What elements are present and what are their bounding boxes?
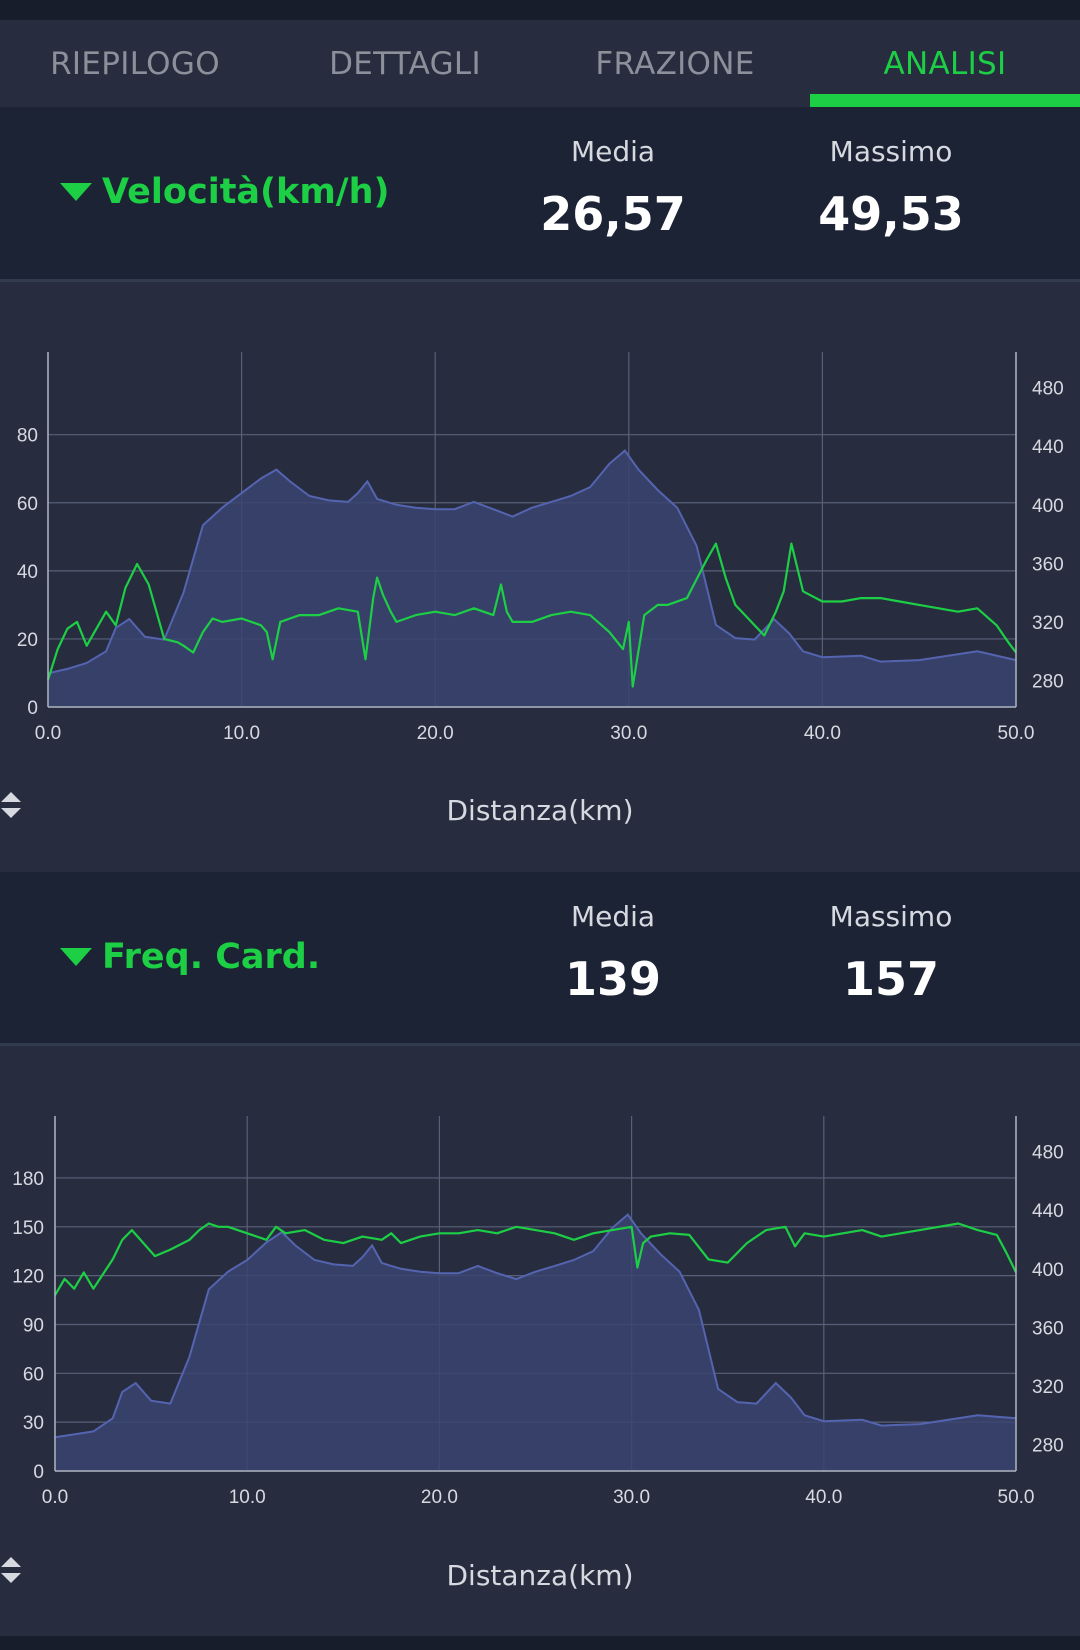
y-left-tick-label: 60 bbox=[17, 494, 38, 515]
y-right-tick-label: 360 bbox=[1032, 1318, 1064, 1339]
sort-arrows-icon bbox=[1, 1557, 21, 1583]
hr-title: Freq. Card. bbox=[102, 937, 321, 977]
speed-max-value: 49,53 bbox=[818, 187, 964, 241]
hr-stats-header: Freq. Card. Media 139 Massimo 157 bbox=[0, 872, 1080, 1042]
y-left-tick-label: 0 bbox=[33, 1462, 44, 1483]
speed-series-line bbox=[46, 542, 1017, 688]
x-tick-label: 20.0 bbox=[421, 1487, 458, 1508]
y-left-tick-label: 80 bbox=[17, 426, 38, 447]
speed-chart: 0.0 10.0 20.0 30.0 40.0 50.0 0 20 40 60 80 280 320 36… bbox=[17, 352, 1064, 744]
tab-analisi[interactable]: ANALISI bbox=[883, 45, 1007, 82]
hr-max-value: 157 bbox=[842, 952, 940, 1006]
speed-x-axis-label: Distanza(km) bbox=[446, 793, 634, 827]
x-tick-label: 10.0 bbox=[223, 723, 260, 744]
tab-frazione[interactable]: FRAZIONE bbox=[595, 45, 755, 82]
caret-down-icon bbox=[60, 948, 92, 966]
tab-riepilogo[interactable]: RIEPILOGO bbox=[50, 45, 220, 82]
x-tick-label: 40.0 bbox=[805, 1487, 842, 1508]
tab-bar: RIEPILOGO DETTAGLI FRAZIONE ANALISI bbox=[0, 20, 1080, 107]
divider bbox=[0, 1043, 1080, 1046]
x-tick-label: 0.0 bbox=[42, 1487, 68, 1508]
speed-chart-panel: 0.0 10.0 20.0 30.0 40.0 50.0 0 20 40 60 80 280 320 36… bbox=[0, 282, 1080, 872]
active-tab-indicator bbox=[810, 94, 1080, 107]
hr-x-axis-label: Distanza(km) bbox=[446, 1558, 634, 1592]
y-left-tick-label: 150 bbox=[12, 1218, 44, 1239]
y-right-tick-label: 320 bbox=[1032, 1377, 1064, 1398]
y-left-tick-label: 40 bbox=[17, 562, 38, 583]
hr-max-label: Massimo bbox=[829, 900, 953, 933]
caret-down-icon bbox=[60, 183, 92, 201]
bottom-strip bbox=[0, 1636, 1080, 1650]
sort-arrows-icon bbox=[1, 792, 21, 818]
speed-avg-value: 26,57 bbox=[540, 187, 686, 241]
speed-x-axis-selector[interactable]: Distanza(km) bbox=[0, 790, 1080, 830]
hr-avg-label: Media bbox=[570, 900, 656, 933]
y-left-tick-label: 90 bbox=[23, 1315, 44, 1336]
y-right-tick-label: 480 bbox=[1032, 1143, 1064, 1164]
x-tick-label: 50.0 bbox=[998, 1487, 1035, 1508]
hr-x-axis-selector[interactable]: Distanza(km) bbox=[0, 1555, 1080, 1595]
hr-section-toggle[interactable]: Freq. Card. bbox=[60, 932, 320, 982]
x-tick-label: 50.0 bbox=[998, 723, 1035, 744]
x-tick-label: 20.0 bbox=[417, 723, 454, 744]
hr-chart: 0.0 10.0 20.0 30.0 40.0 50.0 0 30 60 90 120 150 180 2… bbox=[12, 1116, 1064, 1508]
y-right-tick-label: 480 bbox=[1032, 379, 1064, 400]
x-tick-label: 40.0 bbox=[804, 723, 841, 744]
elevation-line bbox=[54, 1213, 1017, 1439]
y-right-tick-label: 400 bbox=[1032, 496, 1064, 517]
speed-stats-header: Velocità(km/h) Media 26,57 Massimo 49,53 bbox=[0, 107, 1080, 277]
hr-avg-value: 139 bbox=[564, 952, 662, 1006]
x-tick-label: 10.0 bbox=[229, 1487, 266, 1508]
y-left-tick-label: 20 bbox=[17, 630, 38, 651]
y-left-tick-label: 180 bbox=[12, 1169, 44, 1190]
status-strip bbox=[0, 0, 1080, 20]
y-right-tick-label: 440 bbox=[1032, 1201, 1064, 1222]
y-right-tick-label: 320 bbox=[1032, 613, 1064, 634]
y-left-tick-label: 0 bbox=[27, 698, 38, 719]
x-tick-label: 30.0 bbox=[610, 723, 647, 744]
speed-title: Velocità(km/h) bbox=[102, 172, 390, 212]
speed-avg-label: Media bbox=[570, 135, 656, 168]
elevation-area bbox=[48, 450, 1016, 707]
y-right-tick-label: 400 bbox=[1032, 1260, 1064, 1281]
x-tick-label: 0.0 bbox=[35, 723, 61, 744]
hr-series-line bbox=[54, 1222, 1017, 1296]
speed-section-toggle[interactable]: Velocità(km/h) bbox=[60, 167, 390, 217]
y-left-tick-label: 60 bbox=[23, 1364, 44, 1385]
x-tick-label: 30.0 bbox=[613, 1487, 650, 1508]
hr-chart-panel: 0.0 10.0 20.0 30.0 40.0 50.0 0 30 60 90 120 150 180 2… bbox=[0, 1046, 1080, 1636]
tab-dettagli[interactable]: DETTAGLI bbox=[329, 45, 481, 82]
elevation-line bbox=[47, 449, 1017, 675]
y-left-tick-label: 30 bbox=[23, 1413, 44, 1434]
y-left-tick-label: 120 bbox=[12, 1267, 44, 1288]
elevation-area bbox=[55, 1214, 1016, 1471]
speed-max-label: Massimo bbox=[829, 135, 953, 168]
y-right-tick-label: 360 bbox=[1032, 554, 1064, 575]
divider bbox=[0, 279, 1080, 282]
y-right-tick-label: 440 bbox=[1032, 437, 1064, 458]
y-right-tick-label: 280 bbox=[1032, 1436, 1064, 1457]
y-right-tick-label: 280 bbox=[1032, 672, 1064, 693]
